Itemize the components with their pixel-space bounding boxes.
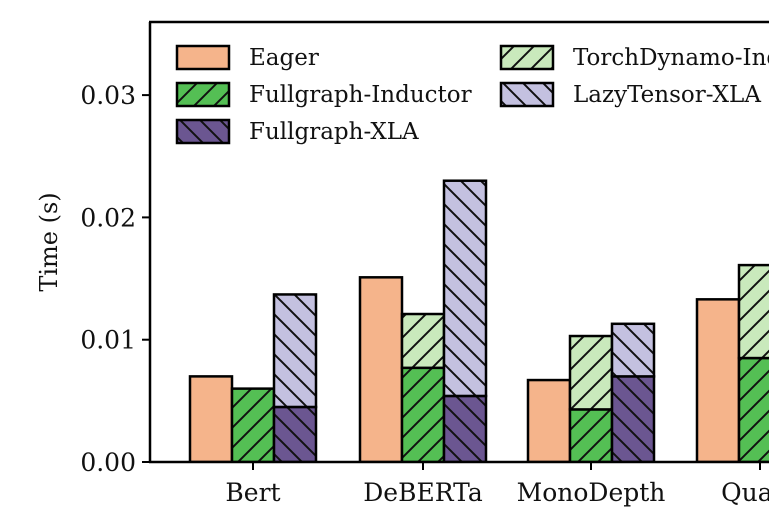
legend-label: LazyTensor-XLA xyxy=(573,82,761,108)
y-tick-label: 0.03 xyxy=(80,81,136,110)
bar-torchdynamo-ind-quant xyxy=(737,263,769,360)
bar-fullgraph-inductor-bert xyxy=(230,387,276,463)
bar-eager-monodepth xyxy=(526,378,572,463)
legend-swatch-fullgraph-xla xyxy=(175,118,231,145)
legend-label: Fullgraph-Inductor xyxy=(249,82,472,108)
bar-fullgraph-inductor-monodepth xyxy=(568,408,614,463)
x-tick-label: Bert xyxy=(225,478,280,507)
bar-torchdynamo-ind-monodepth xyxy=(568,334,614,411)
x-ticks: Bert DeBERTa MonoDepth Quant xyxy=(225,462,769,507)
bar-lazytensor-xla-deberta xyxy=(442,179,488,398)
bar-eager-deberta xyxy=(358,276,404,463)
legend: Eager Fullgraph-Inductor Fullgraph-XLA Torc… xyxy=(175,44,769,145)
bar-torchdynamo-ind-deberta xyxy=(400,312,446,370)
legend-label: Fullgraph-XLA xyxy=(249,119,419,145)
legend-swatch-lazytensor-xla xyxy=(499,81,555,108)
bar-fullgraph-xla-deberta xyxy=(442,394,488,463)
bar-lazytensor-xla-bert xyxy=(272,293,318,409)
bar-eager-bert xyxy=(188,375,234,463)
y-tick-label: 0.00 xyxy=(80,448,136,477)
y-axis-label: Time (s) xyxy=(35,192,63,291)
y-tick-label: 0.02 xyxy=(80,203,136,232)
legend-swatch-fullgraph-inductor xyxy=(175,81,231,108)
x-tick-label: DeBERTa xyxy=(363,478,483,507)
legend-swatch-eager xyxy=(175,44,231,71)
x-tick-label: MonoDepth xyxy=(517,478,666,507)
bar-fullgraph-xla-monodepth xyxy=(610,375,656,463)
bar-lazytensor-xla-monodepth xyxy=(610,322,656,378)
bar-fullgraph-inductor-quant xyxy=(737,356,769,463)
bar-fullgraph-inductor-deberta xyxy=(400,366,446,463)
y-ticks: 0.00 0.01 0.02 0.03 xyxy=(80,81,150,477)
legend-label: TorchDynamo-Ind xyxy=(573,45,769,71)
bar-fullgraph-xla-bert xyxy=(272,405,318,463)
bar-eager-quant xyxy=(695,298,741,463)
legend-label: Eager xyxy=(249,45,319,71)
y-tick-label: 0.01 xyxy=(80,326,136,355)
plot-area xyxy=(188,179,769,463)
x-tick-label: Quant xyxy=(721,478,769,507)
legend-swatch-torchdynamo-ind xyxy=(499,44,555,71)
